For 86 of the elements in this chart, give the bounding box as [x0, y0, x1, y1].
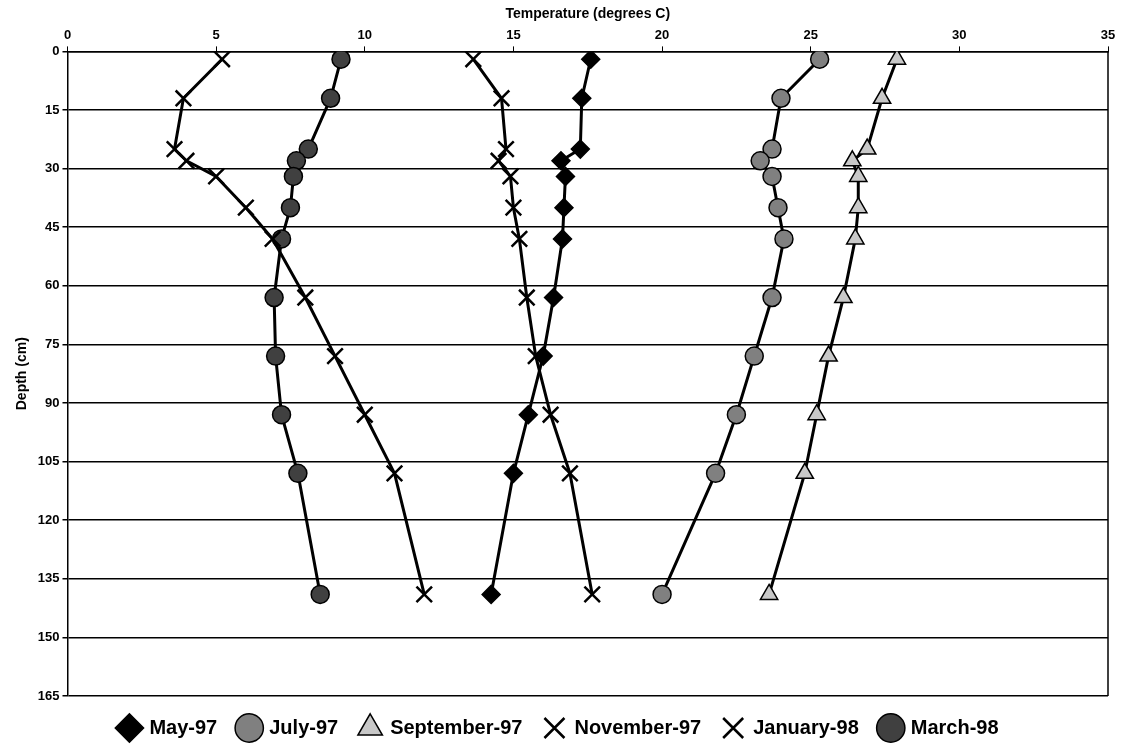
- point: [286, 151, 307, 171]
- y-tick-label: 150: [37, 628, 60, 644]
- point: [774, 229, 794, 249]
- legend-label: January-98: [753, 715, 859, 738]
- y-tick-label: 165: [37, 687, 60, 703]
- point: [726, 404, 747, 425]
- point: [555, 166, 576, 187]
- y-tick-label: 60: [45, 277, 60, 293]
- point: [415, 585, 434, 604]
- point: [762, 166, 782, 187]
- point: [503, 463, 524, 484]
- x-tick-label: 10: [357, 27, 373, 43]
- point: [355, 405, 374, 424]
- legend-label: May-97: [149, 715, 218, 738]
- y-tick-label: 45: [45, 218, 60, 234]
- point: [492, 89, 511, 108]
- point: [887, 51, 907, 65]
- legend-label: November-97: [574, 715, 702, 738]
- point: [652, 584, 672, 605]
- point: [283, 166, 304, 187]
- point: [762, 287, 782, 308]
- point: [580, 51, 601, 69]
- x-tick-label: 25: [803, 27, 818, 43]
- point: [236, 198, 255, 217]
- y-tick-label: 90: [45, 394, 60, 410]
- x-axis-title: Temperature (degrees C): [505, 5, 671, 22]
- x-tick-label: 5: [212, 27, 220, 43]
- point: [207, 167, 226, 186]
- point: [744, 346, 764, 366]
- point: [481, 584, 501, 605]
- legend-label: July-97: [269, 715, 339, 738]
- y-tick-label: 0: [52, 42, 60, 58]
- point: [489, 151, 508, 170]
- x-tick-label: 35: [1100, 27, 1116, 43]
- point: [264, 287, 284, 308]
- point: [177, 151, 196, 170]
- point: [572, 88, 592, 109]
- point: [320, 88, 341, 109]
- point: [768, 197, 788, 218]
- point: [543, 287, 564, 308]
- y-axis-title: Depth (cm): [13, 337, 30, 411]
- y-tick-label: 105: [37, 453, 60, 469]
- point: [271, 404, 292, 425]
- point: [501, 167, 520, 186]
- legend-label: September-97: [390, 715, 523, 738]
- point: [288, 463, 308, 484]
- point: [331, 51, 351, 69]
- y-tick-label: 135: [37, 570, 60, 586]
- point: [583, 585, 602, 604]
- point: [213, 51, 232, 69]
- point: [517, 288, 536, 307]
- point: [554, 197, 574, 218]
- point: [310, 584, 330, 605]
- point: [551, 151, 571, 171]
- x-tick-label: 30: [952, 27, 967, 43]
- y-tick-label: 75: [45, 335, 60, 351]
- point: [705, 463, 726, 484]
- point: [570, 139, 591, 159]
- point: [265, 346, 286, 366]
- point: [280, 197, 301, 218]
- point: [762, 139, 782, 159]
- x-tick-label: 15: [506, 27, 521, 43]
- point: [296, 288, 315, 307]
- y-tick-label: 120: [37, 511, 60, 527]
- point: [771, 88, 791, 109]
- point: [263, 229, 282, 248]
- y-tick-label: 15: [45, 101, 60, 117]
- point: [496, 140, 516, 159]
- point: [552, 229, 573, 249]
- point: [809, 51, 830, 69]
- point: [174, 89, 193, 108]
- point: [385, 464, 404, 483]
- point: [326, 347, 345, 366]
- point: [298, 139, 319, 159]
- point: [510, 229, 529, 248]
- point: [518, 404, 539, 425]
- legend-label: March-98: [910, 715, 999, 738]
- x-tick-label: 0: [63, 27, 72, 43]
- point: [504, 198, 523, 217]
- point: [165, 140, 184, 159]
- point: [464, 51, 483, 69]
- x-tick-label: 20: [654, 27, 670, 43]
- point: [750, 151, 770, 171]
- y-tick-label: 30: [45, 160, 60, 176]
- point: [560, 464, 579, 483]
- point: [541, 405, 560, 424]
